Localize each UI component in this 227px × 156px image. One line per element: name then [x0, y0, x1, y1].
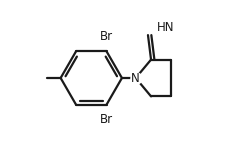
Text: N: N: [131, 71, 140, 85]
Text: HN: HN: [156, 21, 174, 34]
Text: Br: Br: [100, 113, 113, 126]
Text: Br: Br: [100, 30, 113, 43]
